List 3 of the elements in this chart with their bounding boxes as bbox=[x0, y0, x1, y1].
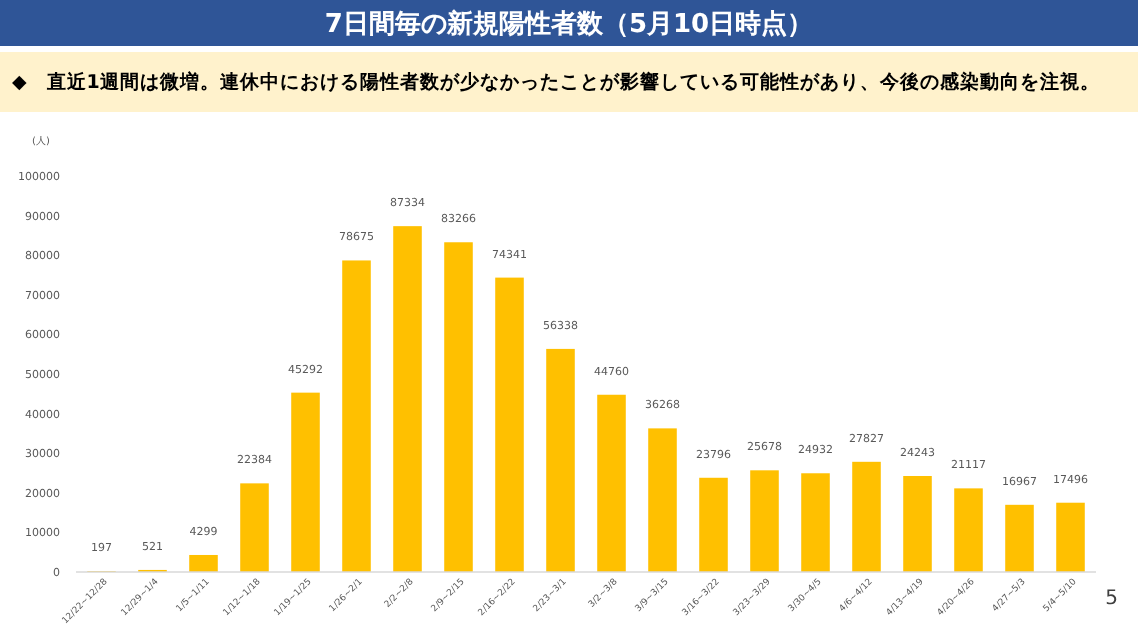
chart-subtitle: ◆ 直近1週間は微増。連休中における陽性者数が少なかったことが影響している可能性があり、今後の感染動向を注視。 bbox=[12, 70, 1100, 94]
chart-title: 7日間毎の新規陽性者数（5月10日時点） bbox=[324, 8, 814, 40]
text: 5 bbox=[1105, 588, 1118, 610]
